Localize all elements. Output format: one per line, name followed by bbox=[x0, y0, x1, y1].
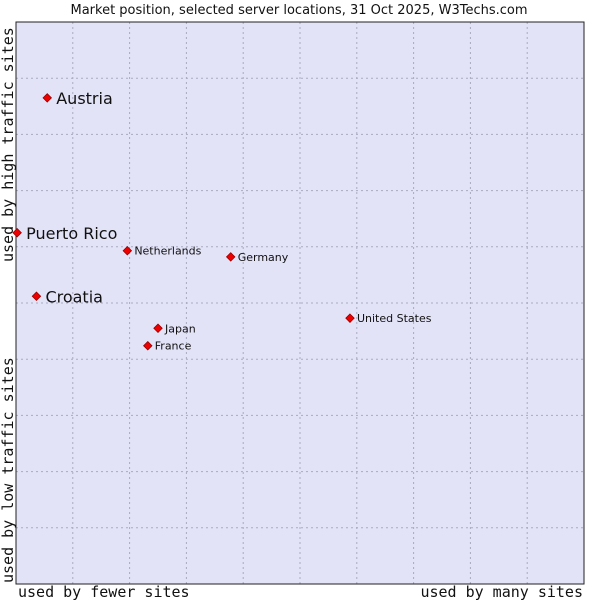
grid-lines bbox=[16, 22, 584, 584]
plot-frame bbox=[15, 21, 585, 585]
point-label-puerto-rico: Puerto Rico bbox=[26, 224, 117, 243]
point-marker-japan bbox=[153, 323, 163, 334]
point-label-france: France bbox=[155, 340, 192, 353]
point-label-netherlands: Netherlands bbox=[134, 245, 201, 258]
y-axis-label-high: used by high traffic sites bbox=[0, 27, 17, 262]
y-axis-label-low: used by low traffic sites bbox=[0, 357, 17, 583]
point-marker-croatia bbox=[31, 291, 42, 302]
point-label-japan: Japan bbox=[164, 322, 196, 335]
chart-title: Market position, selected server locatio… bbox=[70, 3, 527, 18]
point-marker-germany bbox=[225, 252, 236, 262]
point-label-croatia: Croatia bbox=[45, 287, 103, 306]
point-label-austria: Austria bbox=[56, 89, 113, 108]
x-axis-label-fewer: used by fewer sites bbox=[18, 583, 190, 600]
point-marker-united-states bbox=[345, 313, 355, 323]
point-marker-puerto-rico bbox=[12, 227, 22, 238]
data-points: Austria Puerto Rico Netherlands Germany Croa… bbox=[12, 89, 432, 353]
point-label-germany: Germany bbox=[238, 251, 289, 264]
x-axis-label-many: used by many sites bbox=[420, 583, 583, 600]
point-marker-austria bbox=[42, 93, 53, 103]
point-label-united-states: United States bbox=[357, 312, 432, 325]
point-marker-netherlands bbox=[122, 245, 133, 256]
point-marker-france bbox=[143, 340, 153, 351]
